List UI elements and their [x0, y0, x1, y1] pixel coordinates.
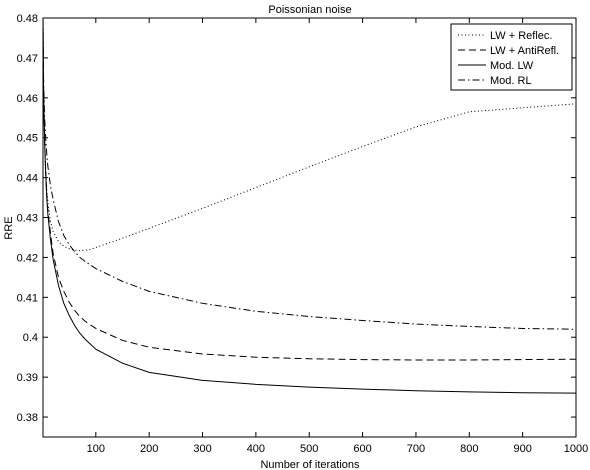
- y-tick-label: 0.45: [17, 133, 38, 145]
- series-line-1: [42, 17, 577, 252]
- series-line-4: [42, 17, 577, 330]
- y-tick-label: 0.46: [17, 93, 38, 105]
- x-tick-label: 700: [407, 443, 425, 455]
- x-tick-label: 1000: [564, 443, 588, 455]
- legend-label: LW + AntiRefl.: [490, 45, 559, 57]
- x-tick-label: 100: [87, 443, 105, 455]
- legend-label: Mod. RL: [490, 75, 532, 87]
- ticks-group: 100 200 300 400 500 600 700 800 900 1000 0.38 0.39 0…: [17, 13, 589, 455]
- x-axis-title: Number of iterations: [260, 459, 360, 470]
- series-line-2: [42, 17, 577, 361]
- chart-title: Poissonian noise: [268, 4, 351, 16]
- y-tick-label: 0.42: [17, 252, 38, 264]
- x-tick-label: 500: [300, 443, 318, 455]
- y-tick-label: 0.39: [17, 372, 38, 384]
- x-tick-label: 200: [140, 443, 158, 455]
- x-tick-label: 400: [247, 443, 265, 455]
- legend-label: LW + Reflec.: [490, 30, 552, 42]
- y-tick-label: 0.41: [17, 292, 38, 304]
- y-tick-label: 0.44: [17, 173, 38, 185]
- series-line-3: [42, 17, 577, 394]
- legend-label: Mod. LW: [490, 60, 534, 72]
- y-tick-label: 0.47: [17, 53, 38, 65]
- x-tick-label: 600: [353, 443, 371, 455]
- y-tick-label: 0.4: [23, 332, 38, 344]
- x-tick-label: 300: [193, 443, 211, 455]
- y-tick-label: 0.48: [17, 13, 38, 25]
- legend: LW + Reflec. LW + AntiRefl. Mod. LW Mod. RL: [450, 23, 573, 91]
- y-axis-title: RRE: [3, 216, 15, 239]
- series-group: [42, 17, 577, 394]
- y-tick-label: 0.43: [17, 213, 38, 225]
- x-tick-label: 900: [513, 443, 531, 455]
- x-tick-label: 800: [460, 443, 478, 455]
- legend-box: [450, 23, 573, 91]
- y-tick-label: 0.38: [17, 412, 38, 424]
